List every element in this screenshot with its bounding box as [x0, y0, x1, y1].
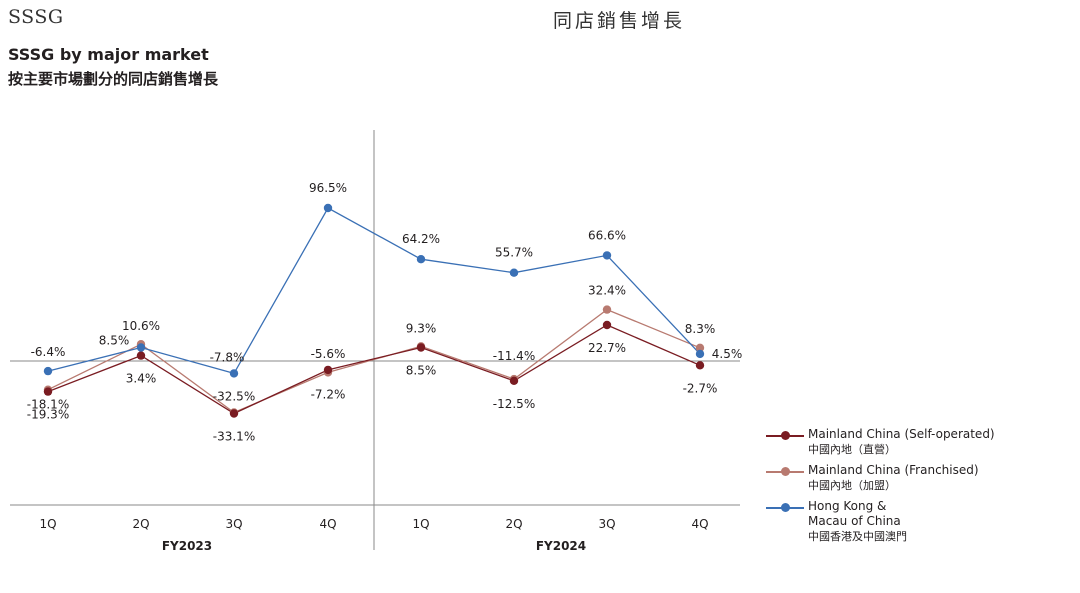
data-label: -6.4% [31, 345, 66, 359]
data-label: 8.5% [99, 334, 130, 348]
x-tick-label: 4Q [691, 517, 708, 531]
legend-label-hk-macau: Hong Kong & [808, 499, 887, 513]
x-tick-label: 2Q [505, 517, 522, 531]
data-point [229, 369, 239, 378]
data-label: 66.6% [588, 228, 626, 242]
legend-marker-hk-macau [781, 503, 790, 512]
legend-label-franchised: Mainland China (Franchised) [808, 463, 979, 477]
data-label: -18.1% [27, 398, 69, 412]
data-label: 10.6% [122, 319, 160, 333]
data-point [43, 387, 53, 396]
legend-marker-self-operated [781, 431, 790, 440]
chart-legend: Mainland China (Self-operated) 中國內地（直營） … [766, 426, 1066, 558]
data-point [323, 203, 333, 213]
data-label: 3.4% [126, 372, 157, 386]
x-group-label: FY2024 [536, 539, 586, 553]
legend-item-hk-macau: Hong Kong & Macau of China 中國香港及中國澳門 [766, 498, 1066, 558]
x-tick-label: 1Q [412, 517, 429, 531]
x-group-label: FY2023 [162, 539, 212, 553]
data-point [509, 268, 519, 277]
legend-label-self-operated-zh: 中國內地（直營） [808, 443, 896, 456]
data-label: 4.5% [712, 347, 743, 361]
legend-item-self-operated: Mainland China (Self-operated) 中國內地（直營） [766, 426, 1066, 462]
header-section-label-chinese: 同店銷售增長 [553, 10, 686, 32]
data-point [602, 305, 612, 314]
chart-title: SSSG by major market [8, 45, 209, 64]
data-point [695, 361, 705, 370]
data-label: 8.5% [406, 364, 437, 378]
data-point [43, 366, 53, 376]
data-point [602, 251, 612, 260]
data-label: -33.1% [213, 430, 255, 444]
data-label: -7.8% [210, 350, 245, 364]
data-point [416, 255, 426, 264]
legend-marker-franchised [781, 467, 790, 476]
data-label: 32.4% [588, 284, 626, 298]
legend-label-hk-macau-2: Macau of China [808, 514, 901, 528]
data-point [416, 343, 426, 352]
header-section-label: SSSG [8, 6, 64, 28]
data-label: 8.3% [685, 322, 716, 336]
data-point [695, 349, 705, 359]
x-tick-label: 3Q [598, 517, 615, 531]
data-label: -7.2% [311, 387, 346, 401]
legend-label-self-operated: Mainland China (Self-operated) [808, 427, 995, 441]
data-point [509, 376, 519, 385]
x-tick-label: 3Q [225, 517, 242, 531]
data-label: -2.7% [683, 381, 718, 395]
data-point [602, 320, 612, 330]
chart-subtitle: 按主要市場劃分的同店銷售增長 [8, 70, 219, 88]
data-label: 22.7% [588, 341, 626, 355]
data-point [229, 409, 239, 418]
data-point [323, 365, 333, 375]
data-point [695, 343, 705, 352]
data-label: -5.6% [311, 347, 346, 361]
data-label: -11.4% [493, 349, 535, 363]
data-point [136, 351, 146, 360]
data-label: -32.5% [213, 390, 255, 404]
x-tick-label: 4Q [319, 517, 336, 531]
series-line [47, 324, 701, 415]
legend-item-franchised: Mainland China (Franchised) 中國內地（加盟） [766, 462, 1066, 498]
data-label: -19.3% [27, 408, 69, 422]
legend-label-franchised-zh: 中國內地（加盟） [808, 479, 896, 492]
data-label: 64.2% [402, 232, 440, 246]
data-label: 96.5% [309, 181, 347, 195]
data-label: 55.7% [495, 246, 533, 260]
x-tick-label: 2Q [132, 517, 149, 531]
data-label: 9.3% [406, 321, 437, 335]
x-tick-label: 1Q [39, 517, 56, 531]
legend-label-hk-macau-zh: 中國香港及中國澳門 [808, 530, 907, 543]
data-point [136, 343, 146, 352]
series-line [47, 207, 701, 375]
data-label: -12.5% [493, 397, 535, 411]
